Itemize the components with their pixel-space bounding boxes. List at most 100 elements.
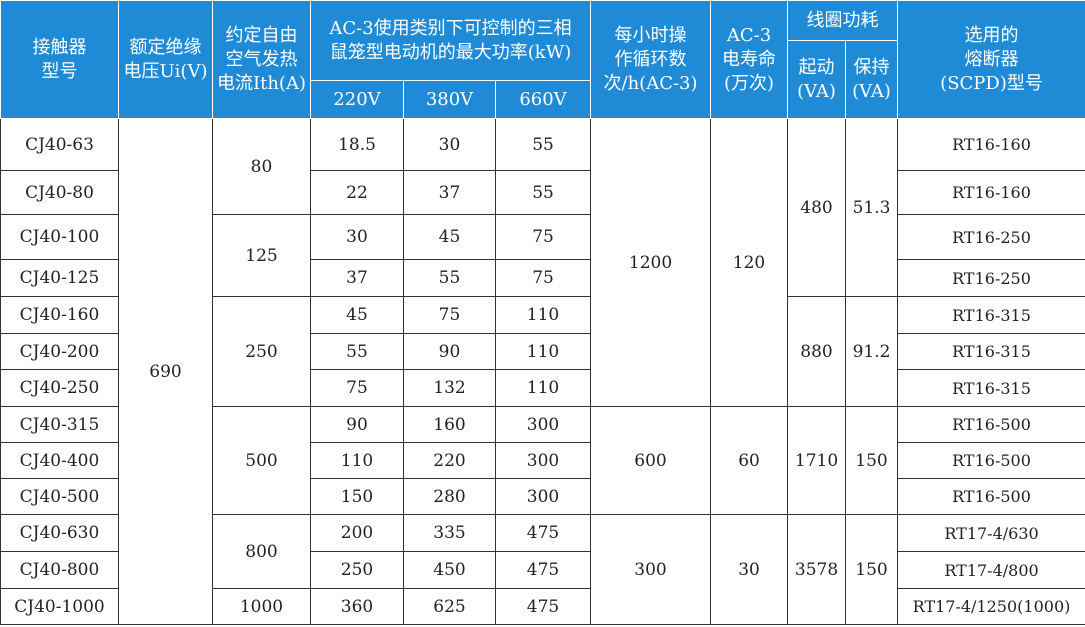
power-cell: 30 <box>403 118 496 171</box>
fuse-cell: RT17-4/630 <box>897 514 1085 552</box>
header-cell: AC-3 电寿命 (万次) <box>710 0 789 119</box>
fuse-cell-text: RT16-315 <box>952 305 1031 325</box>
life-cell: 30 <box>710 514 789 625</box>
power-cell: 335 <box>403 514 496 552</box>
fuse-cell: RT16-250 <box>897 214 1085 260</box>
header-cell-text: 保持 <box>853 56 890 78</box>
header-cell: 约定自由 空气发热 电流Ith(A) <box>212 0 311 119</box>
model-cell: CJ40-800 <box>0 551 119 589</box>
ith-cell-text: 800 <box>245 541 278 562</box>
power-cell-text: 220 <box>433 450 466 471</box>
power-cell-text: 55 <box>532 134 554 155</box>
header-cell: 线圈功耗 <box>787 0 899 41</box>
header-cell-text: 380V <box>425 88 474 110</box>
fuse-cell: RT16-315 <box>897 333 1085 370</box>
ith-cell-text: 1000 <box>239 596 284 617</box>
coil_hold-cell: 91.2 <box>845 296 899 407</box>
power-cell: 625 <box>403 588 496 625</box>
model-cell-text: CJ40-250 <box>19 378 100 398</box>
power-cell-text: 90 <box>438 341 461 362</box>
fuse-cell: RT16-160 <box>897 118 1085 171</box>
header-cell-text: 约定自由 <box>225 24 298 46</box>
power-cell-text: 110 <box>526 341 560 362</box>
cycles-cell-text: 600 <box>634 450 667 471</box>
power-cell-text: 45 <box>438 227 461 247</box>
fuse-cell: RT16-500 <box>897 478 1085 515</box>
power-cell-text: 200 <box>340 523 374 543</box>
header-cell-text: 熔断器 <box>964 48 1019 70</box>
power-cell: 75 <box>494 259 592 297</box>
fuse-cell-text: RT16-315 <box>952 342 1031 361</box>
power-cell: 132 <box>403 369 496 407</box>
model-cell: CJ40-100 <box>0 214 119 260</box>
model-cell-text: CJ40-1000 <box>14 596 105 617</box>
model-cell-text: CJ40-315 <box>19 414 100 435</box>
model-cell: CJ40-315 <box>0 406 119 443</box>
header-cell: 220V <box>310 80 404 119</box>
header-cell-text: 220V <box>333 88 381 110</box>
power-cell: 160 <box>403 406 496 443</box>
voltage-cell-text: 690 <box>149 361 182 382</box>
header-row: 220V 380V 660V <box>1 80 1085 119</box>
power-cell: 90 <box>310 406 404 443</box>
power-cell-text: 250 <box>340 560 374 580</box>
power-cell-text: 475 <box>526 596 560 617</box>
coil_start-cell-text: 880 <box>800 341 833 362</box>
header-cell-text: (SCPD)型号 <box>940 72 1043 94</box>
body-row: CJ40-630 800 200 335 475 300 30 3578 150 RT17-4/6… <box>0 514 1085 625</box>
fuse-cell-text: RT16-500 <box>952 451 1031 470</box>
header-cell-text: 起动 <box>798 56 835 78</box>
power-cell-text: 75 <box>346 378 368 398</box>
fuse-cell-text: RT16-500 <box>952 415 1031 434</box>
fuse-cell-text: RT16-160 <box>952 135 1031 154</box>
life-cell-text: 30 <box>738 559 760 580</box>
power-cell-text: 22 <box>346 182 368 203</box>
fuse-cell-text: RT16-160 <box>952 183 1031 202</box>
ith-cell: 250 <box>212 296 311 407</box>
model-cell-text: CJ40-125 <box>19 268 100 288</box>
header-cell-text: 次/h(AC-3) <box>603 72 698 94</box>
power-cell-text: 75 <box>532 268 554 288</box>
power-cell: 22 <box>310 170 404 215</box>
power-cell-text: 300 <box>526 486 560 507</box>
model-cell: CJ40-1000 <box>0 588 119 625</box>
header-cell: 选用的 熔断器 (SCPD)型号 <box>897 0 1085 119</box>
body-row: CJ40-125 37 55 75 RT16-250 <box>0 259 1085 297</box>
body-row: CJ40-200 55 90 110 RT16-315 <box>0 333 1085 370</box>
life-cell: 120 <box>710 118 789 407</box>
power-cell: 150 <box>310 478 404 515</box>
power-cell: 475 <box>494 551 592 589</box>
coil_hold-cell: 51.3 <box>845 118 899 297</box>
model-cell-text: CJ40-200 <box>19 341 100 362</box>
body-row: CJ40-500 150 280 300 RT16-500 <box>0 478 1085 515</box>
power-cell: 475 <box>494 588 592 625</box>
ith-cell: 125 <box>212 214 311 297</box>
power-cell-text: 37 <box>438 182 461 203</box>
model-cell-text: CJ40-500 <box>19 486 100 507</box>
power-cell-text: 450 <box>433 560 466 580</box>
power-cell: 220 <box>403 442 496 479</box>
header-cell-text: 每小时操 <box>614 24 687 46</box>
power-cell: 55 <box>494 170 592 215</box>
fuse-cell-text: RT17-4/630 <box>944 523 1039 543</box>
power-cell: 75 <box>494 214 592 260</box>
table-header: 接触器 型号 额定绝缘 电压Ui(V) 约定自由 空气发热 电流Ith(A) AC-3使用类别… <box>0 0 1085 119</box>
power-cell: 37 <box>310 259 404 297</box>
power-cell-text: 110 <box>526 378 560 398</box>
body-row: CJ40-160 250 45 75 110 880 91.2 RT16-315 <box>0 296 1085 407</box>
power-cell: 37 <box>403 170 496 215</box>
ith-cell-text: 125 <box>245 245 278 266</box>
header-cell-text: 选用的 <box>964 24 1019 46</box>
cycles-cell: 1200 <box>590 118 712 407</box>
model-cell: CJ40-80 <box>0 170 119 215</box>
power-cell: 110 <box>310 442 404 479</box>
power-cell-text: 300 <box>526 414 560 435</box>
header-cell: 380V <box>403 80 496 119</box>
power-cell-text: 18.5 <box>338 134 376 155</box>
coil_start-cell: 480 <box>787 118 847 297</box>
coil_start-cell-text: 480 <box>800 197 833 218</box>
model-cell-text: CJ40-160 <box>19 305 100 325</box>
model-cell-text: CJ40-80 <box>25 182 94 203</box>
model-cell: CJ40-63 <box>0 118 119 171</box>
power-cell: 450 <box>403 551 496 589</box>
